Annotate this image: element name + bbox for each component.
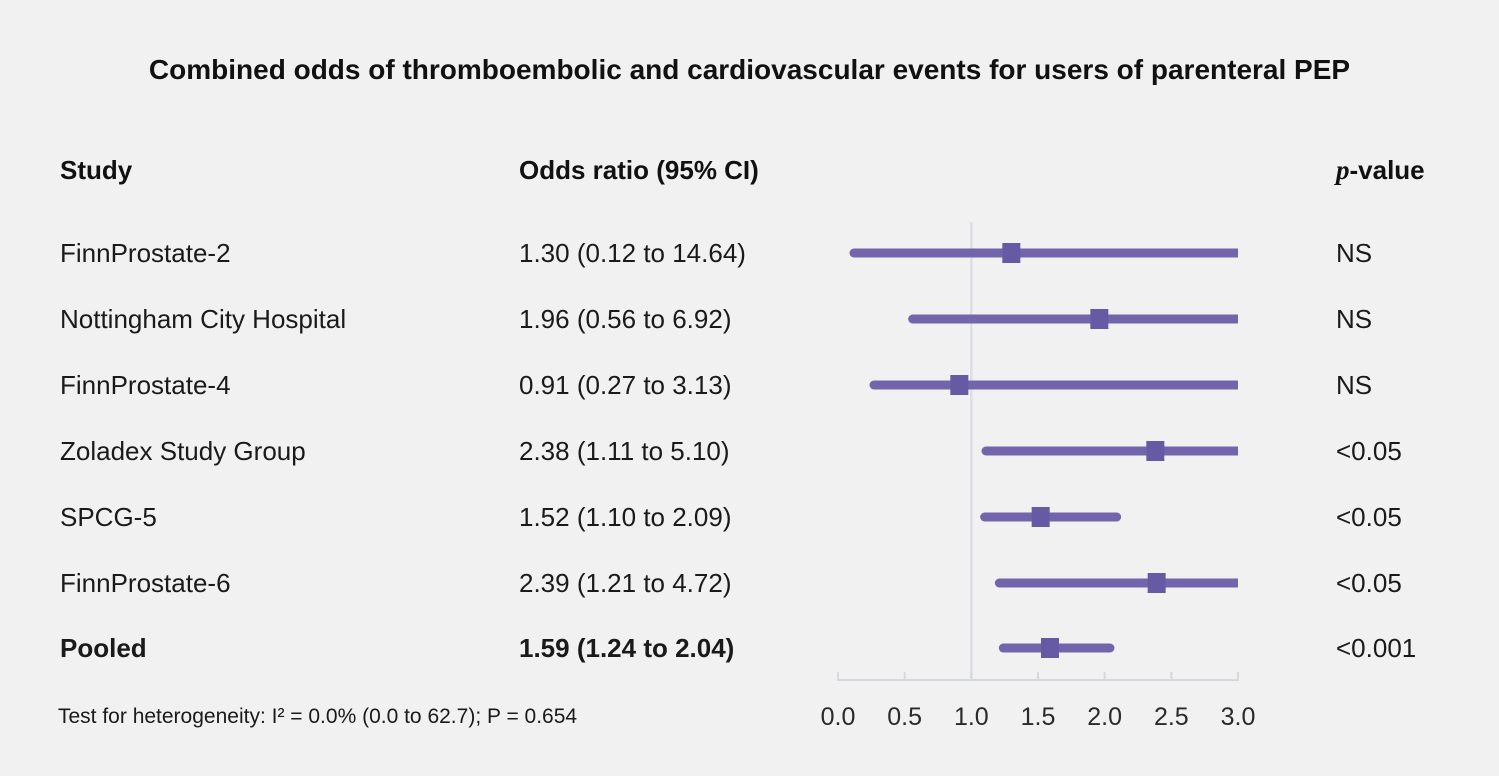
odds-ratio-value: 2.38 (1.11 to 5.10)	[519, 436, 730, 466]
heterogeneity-note: Test for heterogeneity: I² = 0.0% (0.0 t…	[58, 705, 578, 728]
study-row: FinnProstate-2 1.30 (0.12 to 14.64) NS	[0, 235, 1499, 271]
study-row: SPCG-5 1.52 (1.10 to 2.09) <0.05	[0, 499, 1499, 535]
column-header-odds-ratio: Odds ratio (95% CI)	[519, 155, 759, 185]
study-label: FinnProstate-6	[60, 568, 231, 598]
study-row: FinnProstate-6 2.39 (1.21 to 4.72) <0.05	[0, 565, 1499, 601]
study-label: Pooled	[60, 633, 147, 663]
x-axis-tick-label: 1.0	[954, 703, 989, 731]
x-axis-tick-label: 0.5	[887, 703, 922, 731]
study-row: Zoladex Study Group 2.38 (1.11 to 5.10) …	[0, 433, 1499, 469]
study-label: SPCG-5	[60, 502, 157, 532]
study-row: FinnProstate-4 0.91 (0.27 to 3.13) NS	[0, 367, 1499, 403]
odds-ratio-value: 0.91 (0.27 to 3.13)	[519, 370, 732, 400]
x-axis-tick-label: 2.0	[1087, 703, 1122, 731]
x-axis-tick-label: 2.5	[1154, 703, 1189, 731]
column-header-p-value: p-value	[1336, 152, 1425, 188]
p-value: NS	[1336, 304, 1373, 334]
p-value: <0.05	[1336, 568, 1402, 598]
p-value: <0.05	[1336, 436, 1402, 466]
study-row: Pooled 1.59 (1.24 to 2.04) <0.001	[0, 630, 1499, 666]
x-axis-tick-label: 0.0	[821, 703, 856, 731]
odds-ratio-value: 1.59 (1.24 to 2.04)	[519, 633, 735, 663]
study-label: FinnProstate-4	[60, 370, 231, 400]
p-value: <0.05	[1336, 502, 1402, 532]
odds-ratio-value: 2.39 (1.21 to 4.72)	[519, 568, 732, 598]
p-value-rest: -value	[1349, 155, 1425, 185]
x-axis-tick-label: 1.5	[1021, 703, 1056, 731]
p-value: NS	[1336, 238, 1373, 268]
p-value: <0.001	[1336, 633, 1417, 663]
study-label: Nottingham City Hospital	[60, 304, 347, 334]
odds-ratio-value: 1.30 (0.12 to 14.64)	[519, 238, 746, 268]
chart-title: Combined odds of thromboembolic and card…	[148, 54, 1351, 85]
odds-ratio-value: 1.52 (1.10 to 2.09)	[519, 502, 732, 532]
study-label: Zoladex Study Group	[60, 436, 306, 466]
study-row: Nottingham City Hospital 1.96 (0.56 to 6…	[0, 301, 1499, 337]
study-label: FinnProstate-2	[60, 238, 231, 268]
p-value: NS	[1336, 370, 1373, 400]
column-header-study: Study	[60, 155, 133, 185]
x-axis-tick-label: 3.0	[1221, 703, 1256, 731]
odds-ratio-value: 1.96 (0.56 to 6.92)	[519, 304, 732, 334]
p-value-italic-p: p	[1336, 155, 1350, 185]
